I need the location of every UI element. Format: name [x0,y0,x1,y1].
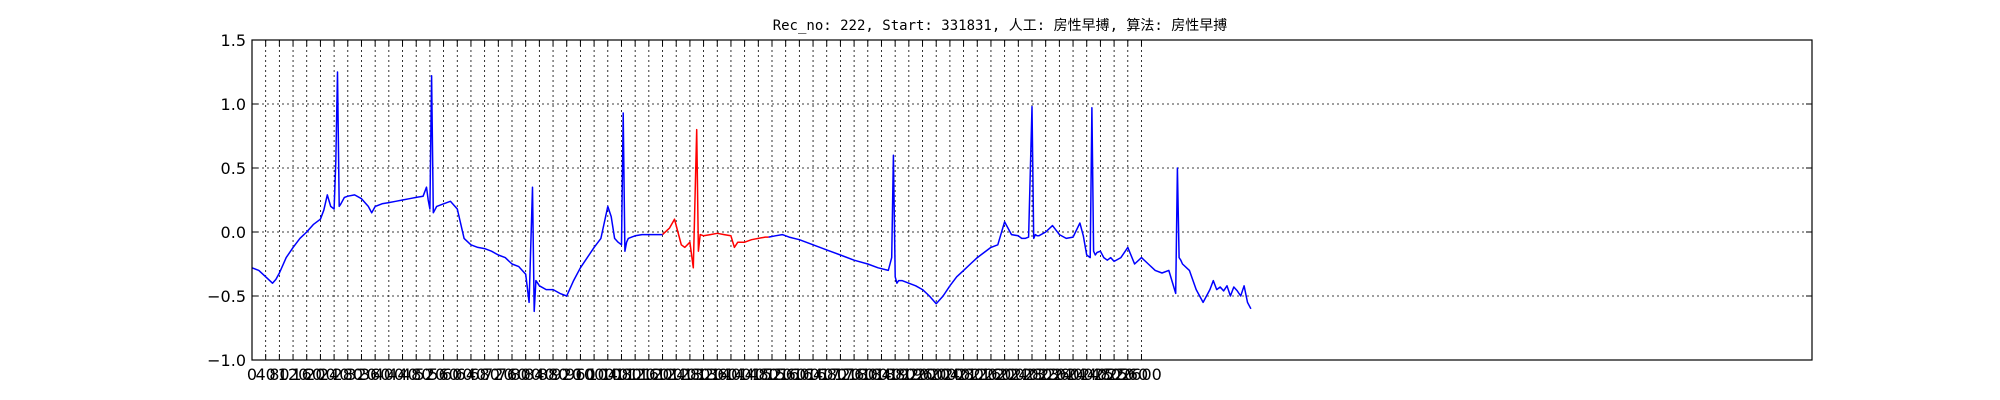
y-tick-label: 0.0 [221,223,246,242]
x-tick-label: 880 [538,365,569,384]
x-tick-label: 1360 [697,365,738,384]
x-tick-label: 2000 [916,365,957,384]
x-tick-label: 400 [374,365,405,384]
x-tick-label: 1880 [875,365,916,384]
x-tick-label: 240 [319,365,350,384]
series-line-1 [251,71,663,313]
x-tick-label: 200 [305,365,336,384]
series-line-2 [661,128,769,269]
x-tick-label: 1680 [806,365,847,384]
x-tick-label: 2600 [1121,365,1162,384]
x-tick-label: 520 [415,365,446,384]
x-tick-label: 760 [497,365,528,384]
x-tick-label: 1000 [574,365,615,384]
series-line-3 [768,105,1252,310]
x-tick-label: 1200 [642,365,683,384]
x-tick-label: 80 [269,365,289,384]
x-tick-label: 2320 [1025,365,1066,384]
x-tick-label: 1720 [820,365,861,384]
x-tick-label: 2560 [1107,365,1148,384]
x-tick-label: 1080 [601,365,642,384]
x-tick-label: 1040 [587,365,628,384]
x-tick-label: 640 [456,365,487,384]
x-tick-label: 440 [387,365,418,384]
x-tick-label: 120 [278,365,309,384]
x-tick-label: 2480 [1080,365,1121,384]
x-tick-label: 1400 [711,365,752,384]
x-tick-label: 2160 [971,365,1012,384]
x-tick-label: 680 [469,365,500,384]
x-tick-label: 2200 [984,365,1025,384]
x-tick-label: 2360 [1039,365,1080,384]
x-tick-label: 600 [442,365,473,384]
x-axis: 0408012016020024028032036040044048052056… [247,40,1162,384]
x-tick-label: 920 [551,365,582,384]
y-tick-label: 1.0 [221,95,246,114]
x-tick-label: 1960 [902,365,943,384]
x-tick-label: 320 [346,365,377,384]
x-tick-label: 720 [483,365,514,384]
x-tick-label: 1160 [628,365,669,384]
x-tick-label: 2120 [957,365,998,384]
x-tick-label: 2240 [998,365,1039,384]
x-tick-label: 1920 [888,365,929,384]
x-tick-label: 2080 [943,365,984,384]
chart-title: Rec_no: 222, Start: 331831, 人工: 房性早搏, 算法… [773,17,1228,34]
x-tick-label: 360 [360,365,391,384]
x-tick-label: 800 [510,365,541,384]
x-tick-label: 280 [333,365,364,384]
x-tick-label: 2440 [1066,365,1107,384]
x-tick-label: 1640 [793,365,834,384]
x-tick-label: 560 [428,365,459,384]
x-tick-label: 1560 [765,365,806,384]
x-tick-label: 1280 [670,365,711,384]
x-tick-label: 1440 [724,365,765,384]
x-tick-label: 1800 [847,365,888,384]
x-tick-label: 960 [565,365,596,384]
series-group [251,71,1252,313]
x-tick-label: 2520 [1094,365,1135,384]
x-tick-label: 40 [256,365,276,384]
x-tick-label: 1600 [779,365,820,384]
x-tick-label: 1480 [738,365,779,384]
x-tick-label: 1840 [861,365,902,384]
x-tick-label: 1760 [834,365,875,384]
y-axis: −1.0 −0.5 0.0 0.5 1.0 1.5 [207,31,1812,370]
x-tick-label: 1520 [752,365,793,384]
y-tick-label: 1.5 [221,31,246,50]
grid [251,39,1812,361]
x-tick-label: 1320 [683,365,724,384]
x-tick-label: 1240 [656,365,697,384]
y-tick-label: −1.0 [207,351,246,370]
x-tick-label: 2040 [930,365,971,384]
x-tick-label: 840 [524,365,555,384]
x-tick-label: 160 [291,365,322,384]
x-tick-label: 2400 [1053,365,1094,384]
x-tick-label: 480 [401,365,432,384]
y-tick-label: −0.5 [207,287,246,306]
x-tick-label: 0 [247,365,257,384]
x-tick-label: 2280 [1012,365,1053,384]
x-tick-label: 1120 [615,365,656,384]
y-tick-label: 0.5 [221,159,246,178]
